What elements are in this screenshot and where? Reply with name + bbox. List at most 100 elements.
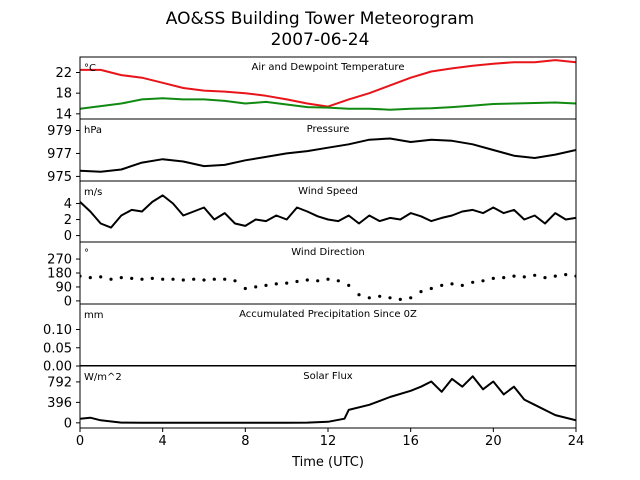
panel-temperature: 14 18 22 °C Air and Dewpoint Temperature bbox=[55, 56, 577, 122]
data-point-wind-direction-39 bbox=[481, 279, 485, 283]
data-point-wind-direction-42 bbox=[512, 274, 516, 278]
y-tick-label-wind-direction-2: 180 bbox=[47, 267, 72, 282]
panel-unit-precipitation: mm bbox=[84, 310, 103, 321]
data-point-wind-direction-13 bbox=[212, 277, 216, 281]
panel-series-group bbox=[80, 273, 576, 301]
data-point-wind-direction-23 bbox=[316, 279, 320, 283]
data-point-wind-direction-28 bbox=[367, 296, 371, 300]
y-tick-label-pressure-1: 977 bbox=[47, 147, 72, 162]
data-point-wind-direction-24 bbox=[326, 277, 330, 281]
data-point-wind-direction-31 bbox=[398, 297, 402, 301]
data-point-wind-direction-36 bbox=[450, 282, 454, 286]
data-point-wind-direction-37 bbox=[460, 283, 464, 287]
x-tick-label-5: 20 bbox=[485, 434, 502, 449]
y-tick-label-pressure-2: 979 bbox=[47, 124, 72, 139]
data-point-wind-direction-6 bbox=[140, 277, 144, 281]
data-point-wind-direction-19 bbox=[274, 282, 278, 286]
y-tick-label-precipitation-2: 0.10 bbox=[43, 323, 72, 338]
data-point-wind-direction-41 bbox=[502, 276, 506, 280]
panel-title-solar-flux: Solar Flux bbox=[303, 371, 353, 382]
panel-title-pressure: Pressure bbox=[307, 124, 350, 135]
data-point-wind-direction-26 bbox=[347, 283, 351, 287]
series-line-pressure-0 bbox=[80, 137, 576, 173]
x-axis-label: Time (UTC) bbox=[291, 455, 364, 470]
x-tick-label-4: 16 bbox=[402, 434, 419, 449]
series-line-solar-flux-0 bbox=[80, 375, 576, 424]
data-point-wind-direction-35 bbox=[440, 283, 444, 287]
x-axis: 0 4 8 12 16 20 24 bbox=[76, 428, 584, 449]
data-point-wind-direction-33 bbox=[419, 290, 423, 294]
y-tick-label-solar-flux-2: 792 bbox=[47, 375, 72, 390]
panel-unit-wind-speed: m/s bbox=[84, 187, 102, 198]
y-tick-label-wind-direction-1: 90 bbox=[55, 280, 72, 295]
data-point-wind-direction-44 bbox=[533, 273, 537, 277]
panel-series-group bbox=[80, 194, 576, 229]
data-point-wind-direction-10 bbox=[181, 278, 185, 282]
data-point-wind-direction-1 bbox=[88, 276, 92, 280]
data-point-wind-direction-30 bbox=[388, 296, 392, 300]
panel-title-wind-direction: Wind Direction bbox=[291, 247, 365, 258]
chart-title: AO&SS Building Tower Meteorogram bbox=[166, 9, 474, 29]
y-tick-label-temperature-2: 22 bbox=[55, 66, 72, 81]
data-point-wind-direction-11 bbox=[192, 277, 196, 281]
panel-unit-wind-direction: ° bbox=[84, 248, 89, 259]
y-tick-label-temperature-1: 18 bbox=[55, 87, 72, 102]
data-point-wind-direction-25 bbox=[336, 279, 340, 283]
panel-title-wind-speed: Wind Speed bbox=[298, 186, 358, 197]
y-tick-label-pressure-0: 975 bbox=[47, 170, 72, 185]
data-point-wind-direction-14 bbox=[223, 277, 227, 281]
panel-series-group bbox=[80, 59, 576, 111]
data-point-wind-direction-27 bbox=[357, 293, 361, 297]
x-tick-label-2: 8 bbox=[241, 434, 249, 449]
y-tick-label-solar-flux-1: 396 bbox=[47, 396, 72, 411]
data-point-wind-direction-4 bbox=[119, 276, 123, 280]
y-tick-label-wind-direction-0: 0 bbox=[64, 294, 72, 309]
data-point-wind-direction-18 bbox=[264, 283, 268, 287]
data-point-wind-direction-7 bbox=[150, 276, 154, 280]
panel-series-group bbox=[80, 375, 576, 424]
panel-pressure: 975 977 979 hPa Pressure bbox=[47, 118, 577, 185]
y-tick-label-wind-speed-1: 2 bbox=[64, 213, 72, 228]
panel-unit-pressure: hPa bbox=[84, 125, 102, 136]
panel-series-group bbox=[80, 137, 576, 173]
data-point-wind-direction-40 bbox=[491, 276, 495, 280]
data-point-wind-direction-21 bbox=[295, 279, 299, 284]
data-point-wind-direction-16 bbox=[243, 286, 247, 291]
data-point-wind-direction-17 bbox=[254, 285, 258, 289]
x-tick-label-1: 4 bbox=[159, 434, 167, 449]
data-point-wind-direction-8 bbox=[161, 277, 165, 281]
data-point-wind-direction-9 bbox=[171, 277, 175, 281]
chart-subtitle: 2007-06-24 bbox=[271, 30, 370, 50]
data-point-wind-direction-22 bbox=[305, 278, 309, 282]
panel-title-precipitation: Accumulated Precipitation Since 0Z bbox=[239, 309, 417, 320]
data-point-wind-direction-45 bbox=[543, 276, 547, 280]
y-tick-label-solar-flux-0: 0 bbox=[64, 416, 72, 431]
data-point-wind-direction-20 bbox=[285, 281, 289, 285]
y-tick-label-wind-speed-0: 0 bbox=[64, 229, 72, 244]
panel-precipitation: 0.00 0.05 0.10 mm Accumulated Precipitation … bbox=[43, 303, 577, 375]
data-point-wind-direction-5 bbox=[130, 276, 134, 280]
x-tick-label-6: 24 bbox=[568, 434, 585, 449]
data-point-wind-direction-43 bbox=[522, 275, 526, 279]
y-tick-label-wind-direction-3: 270 bbox=[47, 253, 72, 268]
data-point-wind-direction-15 bbox=[233, 279, 237, 283]
panel-solar-flux: 0 396 792 W/m^2 Solar Flux bbox=[47, 365, 577, 431]
series-line-wind-speed-0 bbox=[80, 194, 576, 229]
panel-unit-solar-flux: W/m^2 bbox=[84, 372, 122, 383]
y-tick-label-precipitation-1: 0.05 bbox=[43, 341, 72, 356]
y-tick-label-wind-speed-2: 4 bbox=[64, 197, 72, 212]
panel-title-temperature: Air and Dewpoint Temperature bbox=[252, 62, 405, 73]
x-tick-label-3: 12 bbox=[320, 434, 337, 449]
data-point-wind-direction-38 bbox=[471, 280, 475, 284]
panel-unit-temperature: °C bbox=[84, 63, 96, 74]
data-point-wind-direction-2 bbox=[99, 275, 103, 279]
x-tick-label-0: 0 bbox=[76, 434, 84, 449]
data-point-wind-direction-46 bbox=[553, 274, 557, 278]
data-point-wind-direction-29 bbox=[378, 294, 382, 298]
series-line-temperature-1 bbox=[80, 97, 576, 111]
panel-wind-speed: 024 m/s Wind Speed bbox=[64, 180, 577, 244]
data-point-wind-direction-47 bbox=[564, 273, 568, 277]
data-point-wind-direction-34 bbox=[429, 286, 433, 291]
